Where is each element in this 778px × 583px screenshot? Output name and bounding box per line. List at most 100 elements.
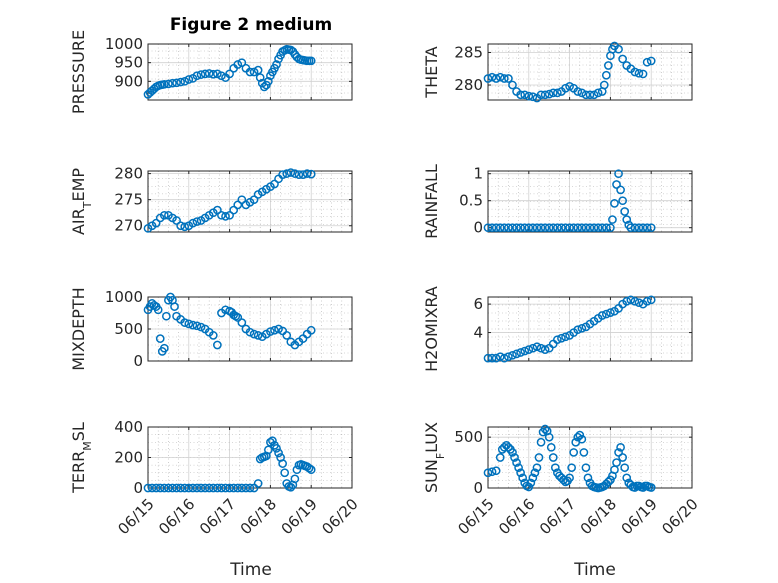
data-point [306, 325, 316, 335]
data-point [526, 478, 536, 488]
data-point [622, 473, 632, 483]
data-point [159, 343, 169, 353]
data-point [151, 483, 161, 493]
data-point [508, 350, 517, 360]
data-point [622, 215, 632, 224]
data-point [614, 169, 623, 179]
data-point [604, 61, 613, 70]
data-point [483, 223, 493, 233]
data-point [200, 483, 210, 493]
data-point [512, 223, 521, 233]
plot-border [487, 43, 693, 101]
data-point [264, 76, 273, 86]
data-point [196, 322, 206, 332]
data-point [581, 463, 591, 473]
data-point [302, 169, 312, 178]
data-point [646, 56, 656, 66]
x-tick-label: 06/16 [155, 495, 198, 538]
data-point [483, 74, 493, 83]
data-point [561, 83, 570, 93]
data-point [245, 483, 255, 493]
y-tick-label: 4 [473, 324, 483, 342]
subplot-air-temp: 270 275 280 AIRTEMP [69, 165, 353, 235]
data-point [557, 333, 566, 343]
data-point [626, 223, 636, 233]
data-point [264, 445, 273, 455]
data-point [159, 210, 169, 220]
data-point [164, 79, 173, 89]
data-point [508, 223, 517, 233]
data-point [225, 210, 234, 220]
y-tick-label: 1 [473, 165, 483, 183]
data-point [534, 453, 544, 462]
data-point [516, 223, 525, 233]
data-point [233, 200, 243, 210]
data-point [577, 88, 587, 98]
plot-border [147, 170, 353, 233]
plot-border [487, 296, 693, 362]
data-point [188, 218, 198, 228]
data-point [196, 483, 206, 493]
data-point [585, 90, 595, 100]
data-point [544, 89, 554, 99]
data-point [581, 90, 591, 100]
data-point [597, 311, 607, 320]
data-point [634, 298, 644, 308]
y-axis-label-mixdepth: MIXDEPTH [69, 287, 88, 370]
data-point [599, 80, 609, 90]
x-tick-label: 06/18 [237, 495, 280, 538]
data-point [616, 442, 625, 452]
y-tick-label: 0 [473, 479, 483, 497]
data-point [508, 448, 517, 457]
series-terr-msl [143, 436, 316, 493]
data-point [593, 88, 603, 98]
data-point [168, 483, 177, 493]
data-point [245, 67, 255, 77]
data-point [298, 170, 308, 179]
data-point [225, 483, 234, 493]
data-point [630, 223, 640, 233]
data-point [540, 90, 550, 100]
data-point [528, 473, 538, 483]
data-point [292, 465, 302, 475]
data-point [184, 483, 194, 493]
data-point [520, 346, 530, 356]
y-tick-label: 0 [133, 479, 143, 497]
series-mixdepth [143, 292, 316, 356]
data-point [528, 343, 538, 353]
data-point [213, 205, 222, 215]
data-point [483, 353, 493, 363]
y-axis-label-sun-flux: SUNFLUX [422, 422, 447, 493]
data-point [516, 468, 525, 478]
data-point [520, 90, 530, 100]
y-tick-label: 950 [114, 54, 143, 72]
data-point [282, 331, 292, 340]
data-point [495, 453, 505, 462]
data-point [233, 483, 243, 493]
data-point [143, 483, 153, 493]
data-point [573, 432, 583, 442]
data-point [233, 60, 243, 69]
data-point [237, 58, 247, 68]
x-tick-label: 06/15 [454, 495, 497, 538]
data-point [282, 169, 292, 178]
data-point [504, 223, 513, 233]
data-point [630, 483, 640, 492]
data-point [221, 212, 230, 221]
data-point [642, 296, 652, 306]
y-axis-label-h2omixra: H2OMIXRA [422, 286, 441, 372]
data-point [217, 210, 226, 220]
x-tick-label: 06/17 [536, 495, 579, 538]
data-point [606, 475, 615, 485]
figure-title: Figure 2 medium [170, 15, 332, 35]
y-tick-label: 275 [114, 191, 143, 209]
data-point [548, 453, 558, 462]
y-tick-label: 0.5 [459, 192, 483, 210]
y-axis-label-rainfall: RAINFALL [422, 164, 441, 239]
data-point [213, 340, 222, 350]
data-point [184, 319, 194, 329]
data-point [208, 331, 218, 340]
data-point [573, 87, 583, 96]
y-tick-label: 6 [473, 295, 483, 313]
